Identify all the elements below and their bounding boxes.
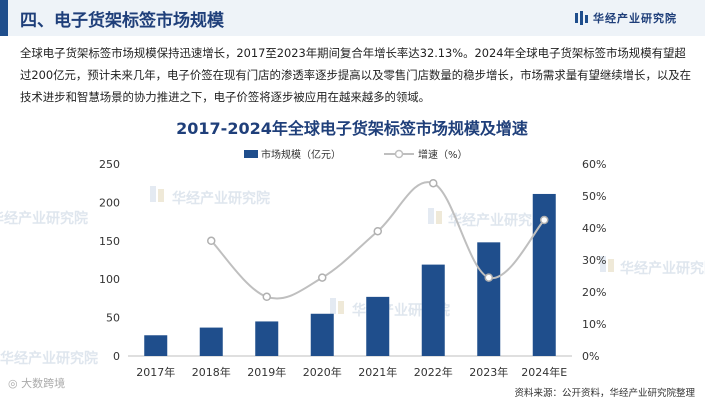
growth-line-marker bbox=[373, 226, 382, 236]
watermark: 华经产业研究院 bbox=[448, 213, 546, 229]
y-left-tick-label: 200 bbox=[99, 196, 120, 209]
watermark: 华经产业研究院 bbox=[0, 351, 98, 367]
y-right-tick-label: 10% bbox=[582, 318, 606, 331]
watermark-icon bbox=[150, 186, 156, 202]
watermark-icon bbox=[608, 259, 614, 272]
legend-line-label: 增速（%） bbox=[418, 148, 468, 161]
x-tick-label: 2020年 bbox=[303, 365, 342, 379]
y-right-tick-label: 60% bbox=[582, 158, 606, 171]
watermark-icon bbox=[158, 189, 164, 202]
y-right-tick-label: 30% bbox=[582, 254, 606, 267]
watermark-icons bbox=[150, 186, 614, 314]
watermark-icon bbox=[330, 298, 336, 314]
y-right-tick-label: 40% bbox=[582, 222, 606, 235]
bar bbox=[144, 335, 168, 356]
x-tick-label: 2018年 bbox=[192, 365, 231, 379]
legend-bar-label: 市场规模（亿元） bbox=[261, 148, 341, 161]
y-right-tick-label: 0% bbox=[582, 350, 599, 363]
watermark-icon bbox=[436, 211, 442, 224]
section-title: 四、电子货架标签市场规模 bbox=[20, 11, 224, 31]
x-tick-label: 2019年 bbox=[247, 365, 286, 379]
bars bbox=[144, 193, 556, 356]
bar bbox=[366, 296, 390, 356]
axes: 0 50 100 150 200 250 0% 10% 20% 30% 40% 50% 60% 2017年… bbox=[99, 158, 606, 379]
legend: 市场规模（亿元） 增速（%） bbox=[244, 148, 468, 161]
watermark-icon bbox=[428, 208, 434, 224]
footer-mark: ◎ 大数跨境 bbox=[8, 375, 65, 391]
growth-line-marker bbox=[429, 178, 438, 188]
growth-line bbox=[207, 178, 549, 302]
growth-line-marker bbox=[262, 292, 271, 302]
y-left-tick-label: 50 bbox=[106, 312, 120, 325]
bar bbox=[477, 242, 501, 356]
bar bbox=[255, 321, 279, 356]
growth-line-marker bbox=[207, 236, 216, 246]
intro-paragraph: 全球电子货架标签市场规模保持迅速增长，2017至2023年期间复合年增长率达32… bbox=[20, 46, 692, 104]
y-left-tick-label: 0 bbox=[113, 350, 120, 363]
x-tick-label: 2021年 bbox=[358, 365, 397, 379]
x-tick-label: 2024年E bbox=[521, 365, 567, 379]
chart-title: 2017-2024年全球电子货架标签市场规模及增速 bbox=[176, 119, 528, 138]
source-note: 资料来源：公开资料，华经产业研究院整理 bbox=[514, 388, 695, 399]
watermark: 华经产业研究院 bbox=[0, 211, 88, 227]
growth-line-marker bbox=[318, 273, 327, 282]
logo-text: 华经产业研究院 bbox=[593, 12, 677, 25]
watermark: 华经产业研究院 bbox=[620, 261, 705, 277]
bar bbox=[421, 264, 445, 356]
y-right-tick-label: 50% bbox=[582, 190, 606, 203]
watermark-icon bbox=[600, 256, 606, 272]
x-tick-label: 2017年 bbox=[136, 365, 175, 379]
bar bbox=[532, 193, 556, 356]
x-tick-label: 2023年 bbox=[469, 365, 508, 379]
logo-icon bbox=[575, 11, 588, 25]
bar bbox=[199, 327, 223, 356]
header-accent-bar bbox=[0, 0, 8, 36]
watermark-icon bbox=[338, 301, 344, 314]
y-left-tick-label: 150 bbox=[99, 235, 120, 248]
footer-mark-icon: ◎ bbox=[8, 377, 22, 390]
growth-line-marker bbox=[484, 273, 493, 282]
growth-line-marker bbox=[540, 215, 549, 225]
footer-mark-text: 大数跨境 bbox=[21, 377, 66, 390]
legend-bar-swatch bbox=[244, 150, 258, 158]
y-left-tick-label: 250 bbox=[99, 158, 120, 171]
watermark: 华经产业研究院 bbox=[172, 191, 270, 207]
legend-line-marker bbox=[394, 149, 404, 159]
y-right-tick-label: 20% bbox=[582, 286, 606, 299]
y-left-tick-label: 100 bbox=[99, 273, 120, 286]
x-tick-label: 2022年 bbox=[414, 365, 453, 379]
section-header: 四、电子货架标签市场规模 华经产业研究院 bbox=[0, 0, 705, 36]
bar bbox=[310, 313, 334, 356]
